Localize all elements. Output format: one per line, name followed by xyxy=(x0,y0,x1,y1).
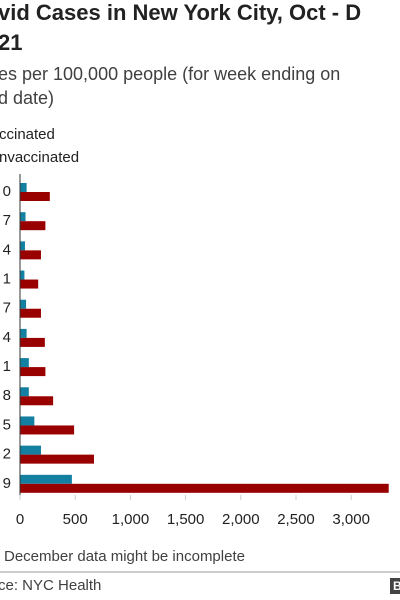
bar xyxy=(20,483,389,493)
x-tick-label: 2,500 xyxy=(277,511,315,528)
bar xyxy=(20,308,41,318)
logo: B xyxy=(393,579,400,593)
x-tick-label: 2,000 xyxy=(222,511,260,528)
chart-title: vid Cases in New York City, Oct - D xyxy=(0,0,361,25)
bar xyxy=(20,396,54,406)
chart-title: 21 xyxy=(0,30,22,55)
logo-box xyxy=(390,578,400,594)
bar xyxy=(20,358,29,368)
bar xyxy=(20,445,41,455)
bar xyxy=(20,416,35,426)
x-tick-label: 0 xyxy=(16,511,24,528)
bar xyxy=(20,425,75,435)
bar xyxy=(20,279,39,289)
y-tick-label: 4 xyxy=(3,241,11,258)
y-tick-label: 1 xyxy=(3,271,11,288)
bar xyxy=(20,387,29,397)
bar xyxy=(20,241,25,251)
note: December data might be incomplete xyxy=(4,548,245,565)
y-tick-label: 5 xyxy=(3,416,11,433)
y-tick-label: 8 xyxy=(3,387,11,404)
bar xyxy=(20,299,27,309)
chart-subtitle: es per 100,000 people (for week ending o… xyxy=(0,64,340,84)
bar xyxy=(20,270,25,280)
x-tick-label: 500 xyxy=(63,511,88,528)
bar xyxy=(20,221,46,231)
y-tick-label: 0 xyxy=(3,183,11,200)
source: ce: NYC Health xyxy=(0,577,101,594)
y-tick-label: 1 xyxy=(3,358,11,375)
bar xyxy=(20,250,41,260)
bar xyxy=(20,192,50,201)
x-tick-label: 1,000 xyxy=(112,511,150,528)
chart-subtitle: d date) xyxy=(0,88,54,108)
x-tick-label: 1,500 xyxy=(167,511,205,528)
bar xyxy=(20,328,27,338)
legend-label: ccinated xyxy=(0,126,55,143)
y-tick-label: 7 xyxy=(3,212,11,229)
bar xyxy=(20,337,45,347)
y-tick-label: 4 xyxy=(3,329,11,346)
y-tick-label: 9 xyxy=(3,475,11,492)
x-tick-label: 3,000 xyxy=(332,511,370,528)
bar xyxy=(20,367,46,377)
y-tick-label: 7 xyxy=(3,300,11,317)
bar xyxy=(20,212,26,222)
bar xyxy=(20,183,27,192)
legend-label: nvaccinated xyxy=(0,149,79,166)
bar xyxy=(20,454,94,464)
bar xyxy=(20,474,72,484)
y-tick-label: 2 xyxy=(3,446,11,463)
